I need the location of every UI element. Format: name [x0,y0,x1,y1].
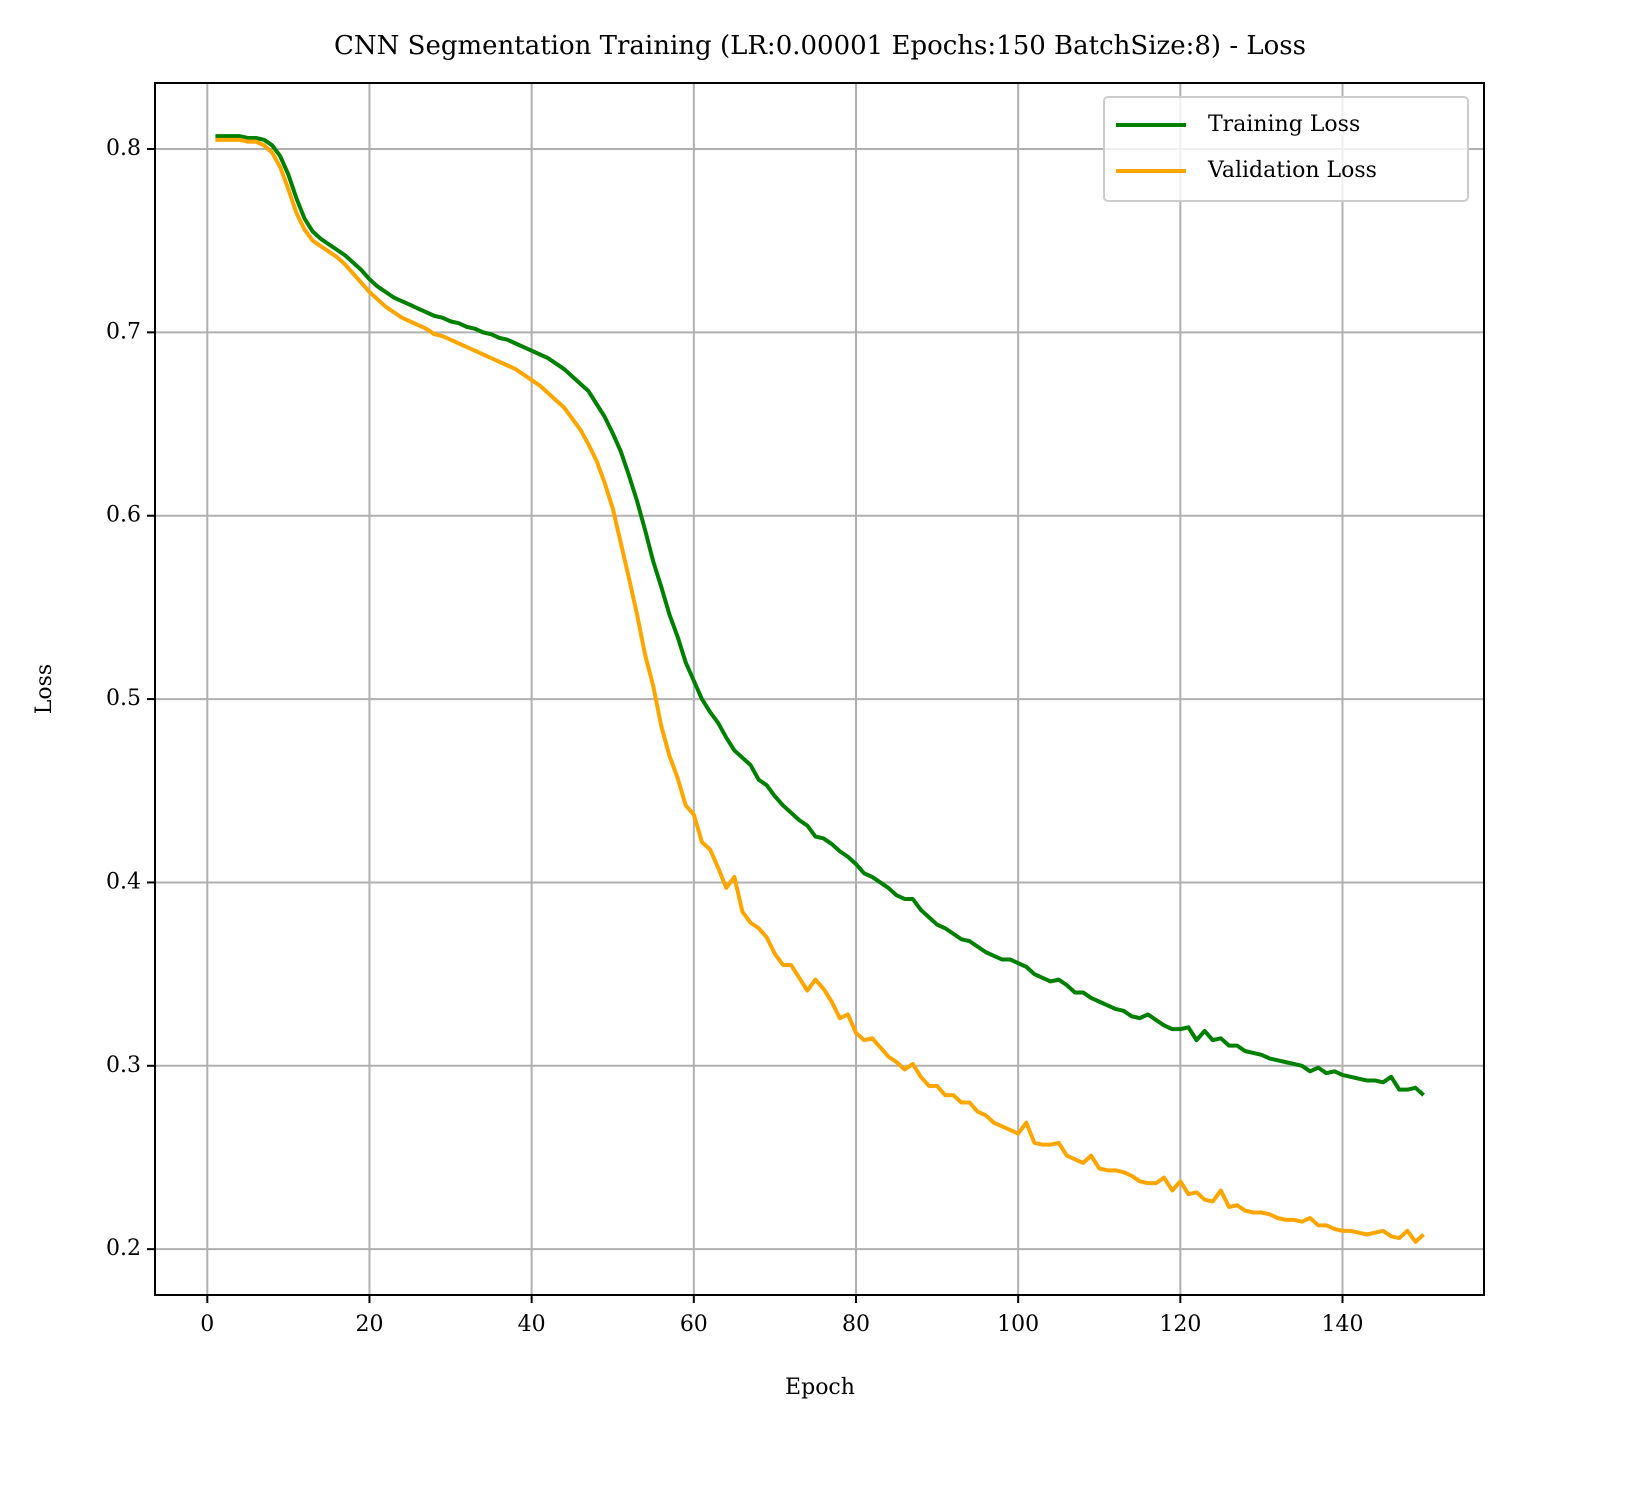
y-tick-label: 0.6 [106,503,141,528]
y-tick-label: 0.4 [106,869,141,894]
legend-label: Training Loss [1208,112,1360,137]
x-tick-label: 60 [680,1312,708,1337]
y-tick-label: 0.8 [106,136,141,161]
y-tick-label: 0.3 [106,1053,141,1078]
x-tick-label: 80 [842,1312,870,1337]
x-axis-label: Epoch [785,1375,855,1400]
x-tick-label: 120 [1159,1312,1201,1337]
series-line [215,134,1425,1097]
legend-label: Validation Loss [1207,158,1377,183]
y-tick-label: 0.7 [106,319,141,344]
x-tick-label: 100 [997,1312,1039,1337]
y-tick-label: 0.5 [106,686,141,711]
plot-frame [154,82,1485,1296]
x-tick-label: 140 [1322,1312,1364,1337]
chart-title: CNN Segmentation Training (LR:0.00001 Ep… [334,31,1306,61]
x-tick-label: 40 [518,1312,546,1337]
legend-box [1103,96,1469,202]
y-axis-label: Loss [32,664,57,714]
y-tick-label: 0.2 [106,1236,141,1261]
x-tick-label: 0 [200,1312,214,1337]
series-line [215,137,1425,1244]
x-tick-label: 20 [355,1312,383,1337]
